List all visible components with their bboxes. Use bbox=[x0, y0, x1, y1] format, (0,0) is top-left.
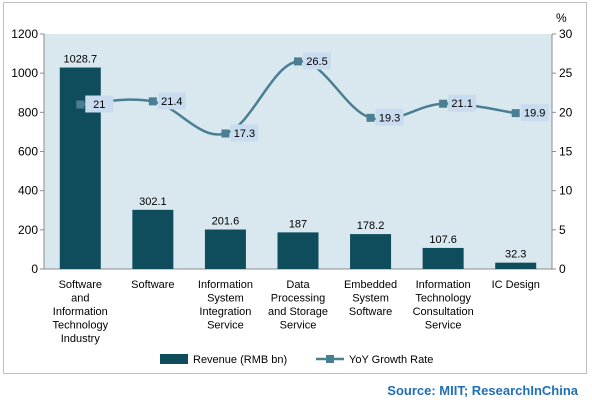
category-label: Embedded System Software bbox=[344, 279, 397, 318]
category-label-line: Information bbox=[198, 279, 253, 291]
legend-label-growth: YoY Growth Rate bbox=[349, 354, 433, 366]
category-label: Software bbox=[131, 279, 174, 291]
bar-1 bbox=[132, 209, 174, 269]
legend-swatch-growth-marker bbox=[326, 355, 334, 363]
growth-marker-6 bbox=[511, 109, 520, 118]
category-label-line: Information bbox=[53, 306, 108, 318]
right-tick-label: 20 bbox=[559, 105, 573, 119]
growth-value-label: 26.5 bbox=[306, 56, 327, 68]
chart-frame: 0 200 400 600 800 1000 1200 0 5 10 15 20 25 30% 1028.7… bbox=[3, 2, 587, 374]
right-tick-label: 5 bbox=[559, 223, 566, 237]
left-tick-label: 1000 bbox=[11, 66, 38, 80]
growth-label-box bbox=[230, 124, 259, 142]
bar-4 bbox=[350, 234, 392, 269]
source-note: Source: MIIT; ResearchInChina bbox=[387, 383, 578, 398]
bar-2 bbox=[204, 229, 246, 269]
category-label-line: Software bbox=[59, 279, 102, 291]
bar-value-label: 32.3 bbox=[505, 249, 526, 261]
right-tick-label: 0 bbox=[559, 262, 566, 276]
category-label: Information Technology Consultation Service bbox=[413, 279, 474, 332]
bar-value-label: 107.6 bbox=[429, 234, 457, 246]
category-label-line: Technology bbox=[52, 320, 108, 332]
growth-label-box bbox=[520, 104, 549, 122]
right-tick-label: 15 bbox=[559, 145, 573, 159]
category-label: Software and Information Technology Industry bbox=[52, 279, 108, 345]
category-label-line: Integration bbox=[199, 306, 251, 318]
left-tick-label: 1200 bbox=[11, 27, 38, 41]
category-label-line: Service bbox=[280, 320, 317, 332]
bar-5 bbox=[422, 247, 464, 269]
plot-area bbox=[44, 34, 552, 269]
category-label-line: Technology bbox=[415, 293, 471, 305]
category-label-line: Industry bbox=[61, 333, 101, 345]
left-tick-label: 400 bbox=[18, 184, 38, 198]
growth-value-label: 17.3 bbox=[234, 128, 255, 140]
category-label-line: and Storage bbox=[268, 306, 328, 318]
growth-label-box bbox=[157, 92, 186, 110]
category-label-line: Service bbox=[425, 320, 462, 332]
growth-marker-2 bbox=[221, 129, 230, 138]
growth-value-label: 21.1 bbox=[451, 98, 472, 110]
category-label-line: Data bbox=[286, 279, 310, 291]
bar-value-label: 302.1 bbox=[139, 196, 167, 208]
category-label-line: Service bbox=[207, 320, 244, 332]
category-label-line: Embedded bbox=[344, 279, 397, 291]
category-label-line: Software bbox=[131, 279, 174, 291]
growth-label-box bbox=[85, 95, 114, 113]
left-tick-label: 800 bbox=[18, 105, 38, 119]
growth-marker-3 bbox=[294, 57, 302, 66]
bar-value-label: 201.6 bbox=[212, 216, 240, 228]
growth-marker-0 bbox=[76, 100, 85, 109]
legend-swatch-revenue bbox=[160, 354, 188, 364]
bar-value-label: 1028.7 bbox=[63, 54, 97, 66]
growth-label-box bbox=[375, 108, 404, 126]
chart: 0 200 400 600 800 1000 1200 0 5 10 15 20 25 30% 1028.7… bbox=[11, 11, 573, 366]
left-tick-label: 0 bbox=[31, 262, 38, 276]
growth-marker-4 bbox=[366, 113, 375, 122]
right-tick-label: 10 bbox=[559, 184, 573, 198]
category-label-line: and bbox=[71, 293, 89, 305]
bar-6 bbox=[495, 262, 537, 269]
bar-3 bbox=[277, 232, 319, 269]
category-label: IC Design bbox=[492, 279, 540, 291]
right-tick-label: 30 bbox=[559, 27, 573, 41]
category-label-line: Consultation bbox=[413, 306, 474, 318]
category-label-line: Processing bbox=[271, 293, 325, 305]
growth-value-label: 19.9 bbox=[524, 108, 545, 120]
category-label-line: System bbox=[207, 293, 244, 305]
left-tick-label: 200 bbox=[18, 223, 38, 237]
left-tick-label: 600 bbox=[18, 145, 38, 159]
category-label-line: System bbox=[352, 293, 389, 305]
growth-value-label: 19.3 bbox=[379, 112, 400, 124]
category-label-line: Software bbox=[349, 306, 392, 318]
growth-value-label: 21 bbox=[93, 99, 105, 111]
category-label-line: IC Design bbox=[492, 279, 540, 291]
growth-label-box bbox=[448, 94, 477, 112]
category-label: Data Processing and Storage Service bbox=[268, 279, 328, 332]
right-axis-unit: % bbox=[556, 11, 567, 25]
category-label: Information System Integration Service bbox=[198, 279, 253, 332]
growth-value-label: 21.4 bbox=[161, 96, 182, 108]
growth-marker-5 bbox=[439, 99, 448, 108]
growth-marker-1 bbox=[148, 97, 157, 106]
bar-value-label: 187 bbox=[289, 218, 307, 230]
legend-label-revenue: Revenue (RMB bn) bbox=[193, 354, 287, 366]
bar-value-label: 178.2 bbox=[357, 220, 385, 232]
right-tick-label: 25 bbox=[559, 66, 573, 80]
category-label-line: Information bbox=[416, 279, 471, 291]
growth-label-box bbox=[303, 52, 331, 70]
